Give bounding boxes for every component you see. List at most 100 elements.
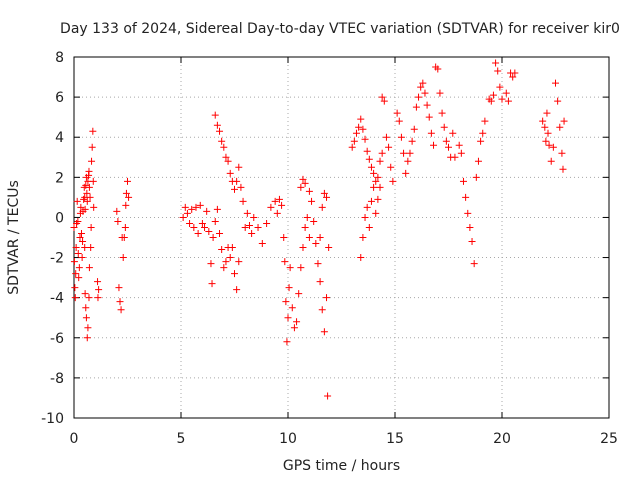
data-point [179,213,187,221]
data-point [502,89,510,97]
data-point [285,284,293,292]
data-point [374,195,382,203]
data-point [487,97,495,105]
data-point [363,147,371,155]
data-point [402,169,410,177]
data-point [120,234,128,241]
data-point [539,117,547,125]
data-point [408,137,416,145]
data-point [228,244,236,252]
data-point [359,125,367,133]
data-point [226,169,234,177]
data-point [365,223,373,231]
data-point [77,229,85,237]
data-point [72,270,80,278]
data-point [113,207,121,215]
data-point [406,149,414,157]
data-point [70,223,78,231]
data-point [233,286,241,294]
data-point [374,173,382,181]
data-point [389,177,397,185]
data-point [318,306,326,314]
data-point [363,203,371,211]
data-point [324,392,332,400]
data-point [125,193,133,201]
data-point [359,234,367,241]
data-point [281,258,289,266]
grid-lines [74,57,609,418]
data-point [472,173,480,181]
plot-frame [73,56,610,419]
data-point [312,240,320,248]
data-point [241,223,249,231]
data-point [385,143,393,151]
data-point [372,177,380,185]
data-point [316,278,324,286]
data-point [350,137,358,145]
data-point [357,254,365,262]
data-point [89,127,97,135]
data-point [190,223,198,231]
y-tick-label: 2 [55,170,64,186]
data-point [280,234,288,241]
data-point [275,195,283,203]
data-point [290,324,298,332]
data-point [380,97,388,105]
y-tick-label: -6 [50,331,64,347]
data-point [410,125,418,133]
data-point [314,260,322,268]
data-point [542,137,550,145]
data-point [115,284,123,292]
data-point [293,318,301,326]
x-tick-label: 25 [600,431,618,447]
data-point [288,304,296,312]
data-point [367,163,375,171]
data-point [82,181,90,189]
data-point [451,153,459,161]
data-point [547,157,555,165]
data-point [208,280,216,288]
data-point [86,193,94,201]
data-point [94,278,102,286]
data-point [75,274,83,282]
data-point [474,157,482,165]
chart-title: Day 133 of 2024, Sidereal Day-to-day VTE… [60,21,620,37]
data-point [121,223,129,231]
data-point [85,183,93,191]
data-point [203,207,211,215]
data-point [273,209,281,217]
x-tick-label: 0 [70,431,79,447]
data-point [231,185,238,193]
data-point [470,260,478,268]
data-point [74,217,82,225]
y-tick-label: -4 [50,291,64,307]
data-point [74,250,82,258]
data-point [237,183,245,191]
data-point [316,234,324,241]
data-point [509,73,517,81]
data-point [552,79,559,87]
data-point [440,123,448,131]
data-point [297,183,305,191]
data-point [295,290,303,298]
data-point [117,306,125,314]
data-point [231,270,238,278]
data-point [376,157,384,165]
data-point [245,221,253,229]
data-points [70,59,568,400]
data-point [218,137,226,145]
data-point [248,229,256,237]
data-point [559,165,567,173]
data-point [558,149,566,157]
data-point [301,179,309,187]
data-point [254,223,262,231]
data-point [477,137,485,145]
data-point [372,209,380,217]
data-point [462,193,470,201]
data-point [83,197,91,205]
data-point [560,117,568,125]
data-point [85,264,93,272]
data-point [305,187,313,195]
data-point [325,244,333,252]
data-point [382,133,390,141]
